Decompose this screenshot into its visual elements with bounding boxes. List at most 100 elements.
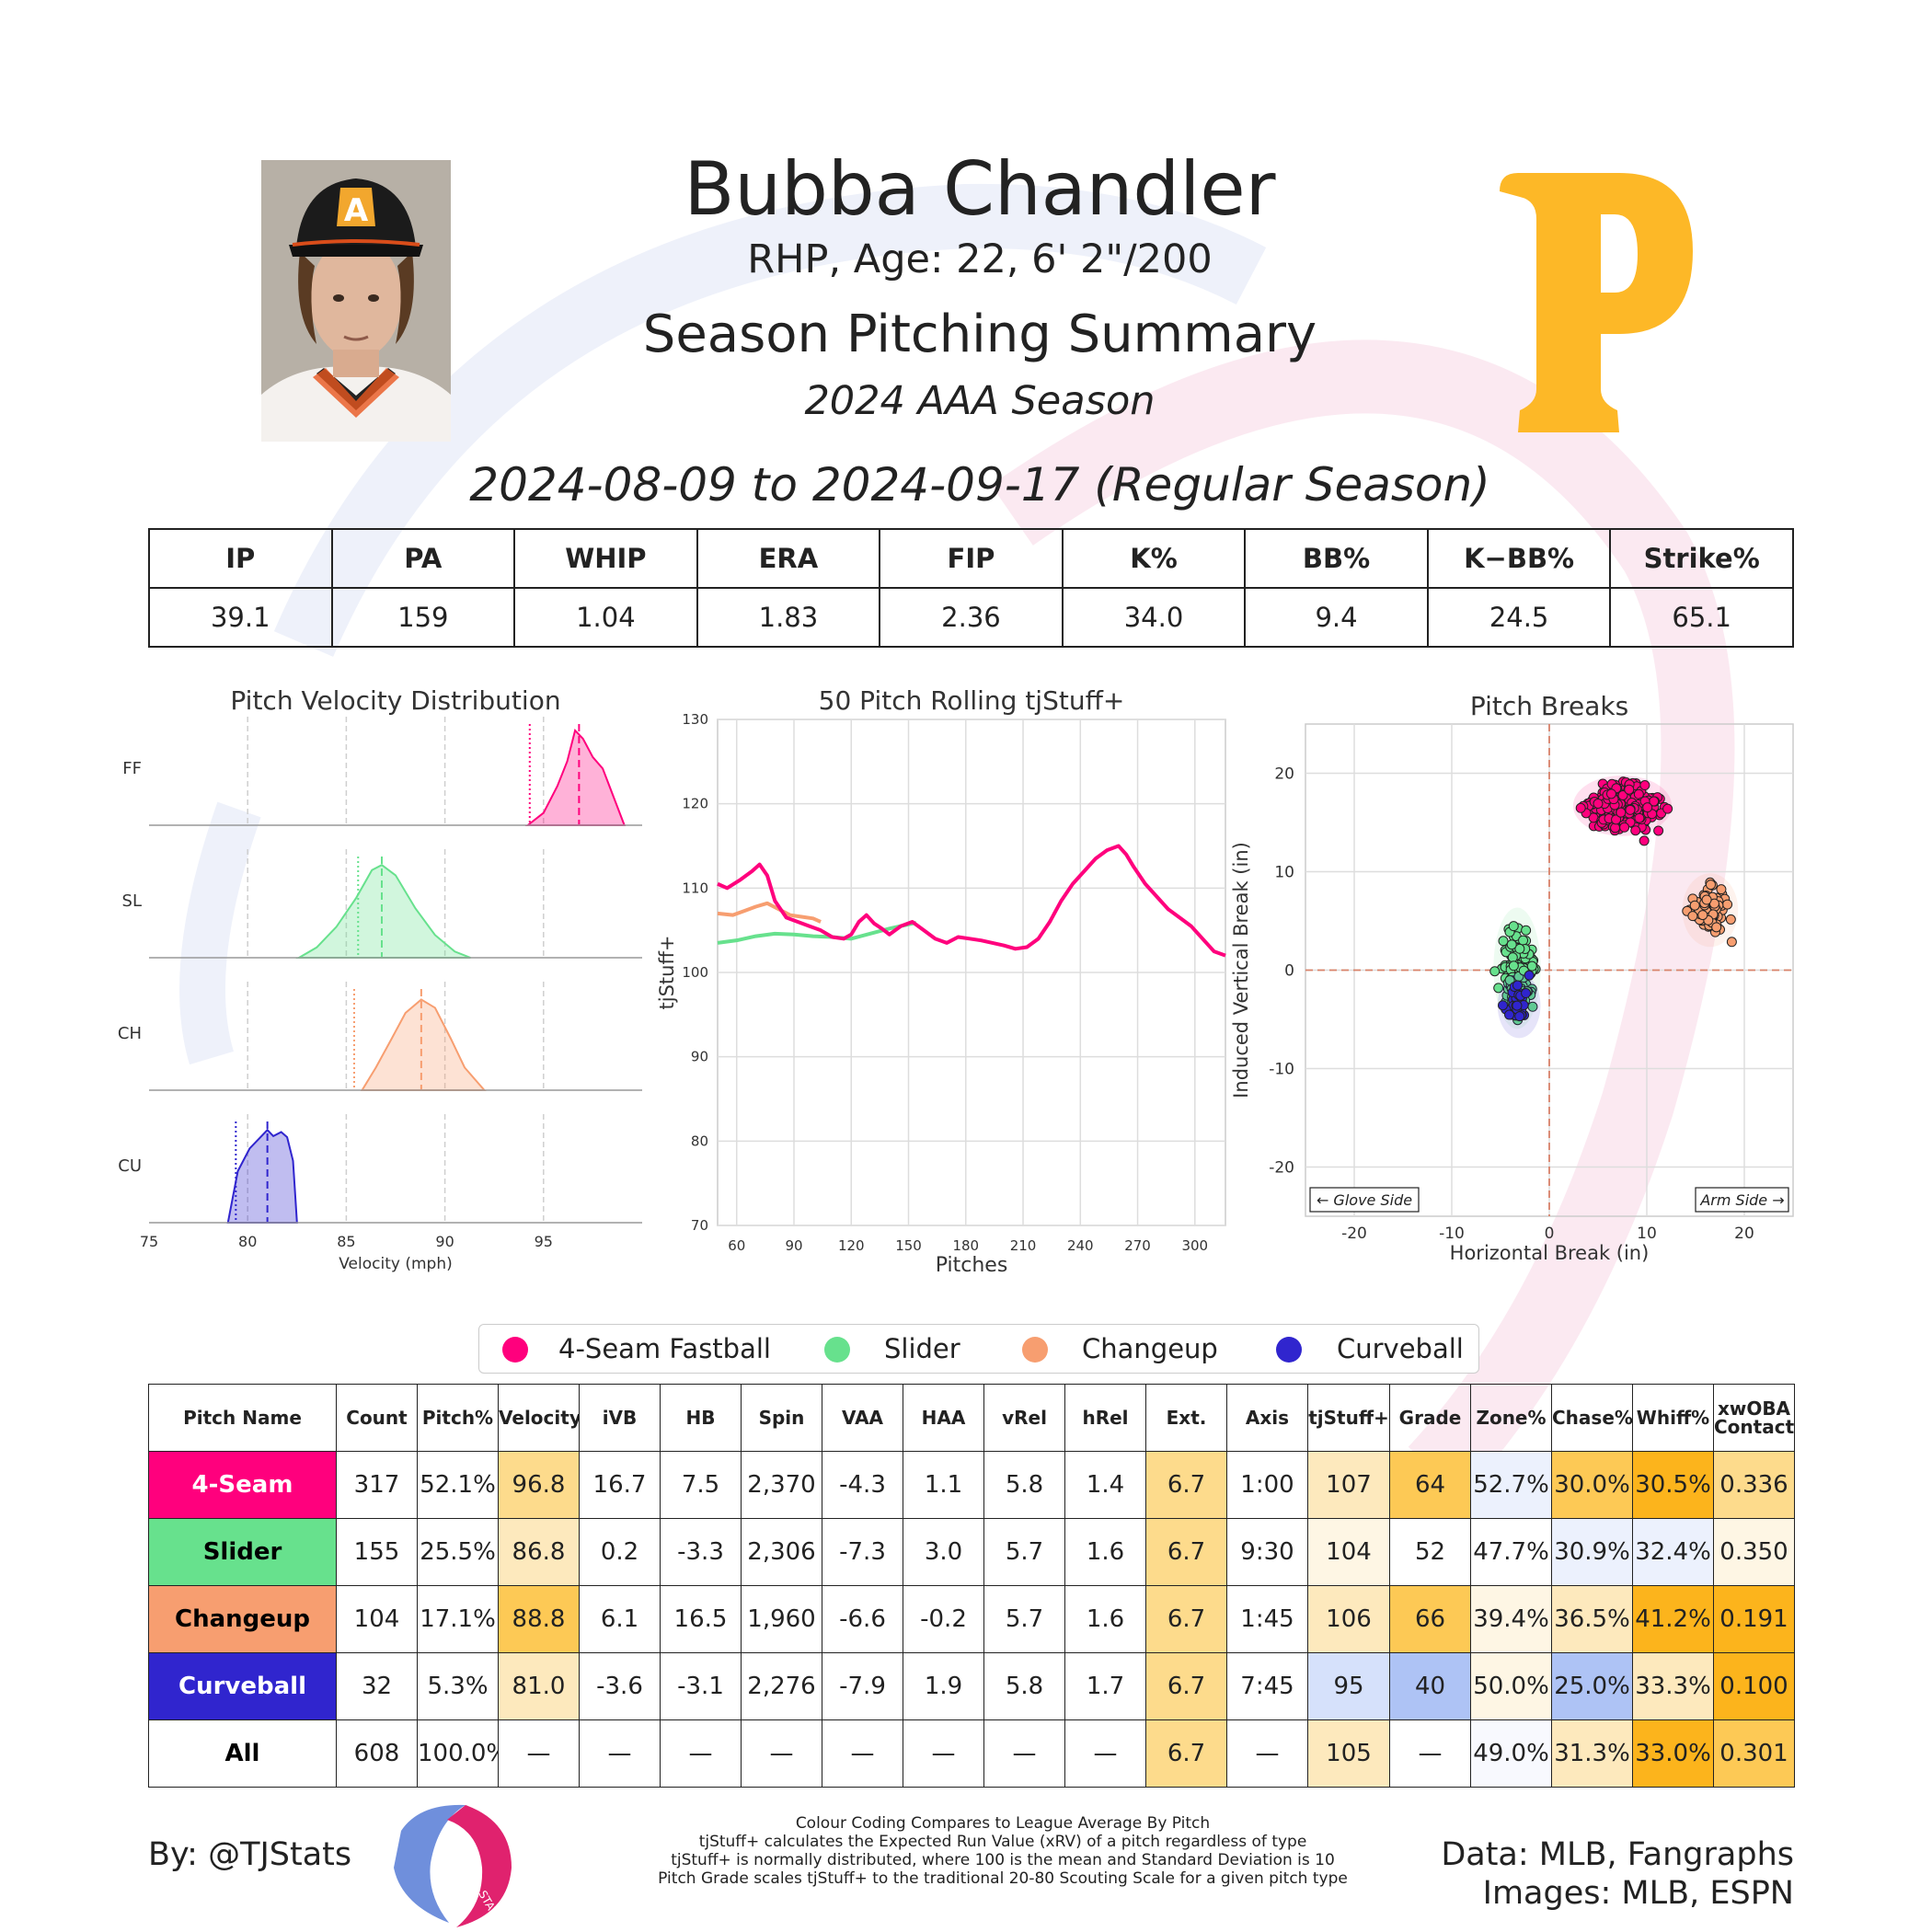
cell-count: 104 xyxy=(336,1585,418,1653)
x-tick-label: 90 xyxy=(435,1233,454,1250)
rolling-line-sl xyxy=(717,920,917,945)
cell-grade: — xyxy=(1389,1719,1471,1788)
cell-pitch-: 25.5% xyxy=(417,1518,499,1586)
y-tick-label: 0 xyxy=(1284,962,1294,981)
density-cu xyxy=(226,1128,298,1224)
cell-axis: 1:45 xyxy=(1226,1585,1308,1653)
pitch-point-sl xyxy=(1489,966,1501,977)
cell-ext-: 6.7 xyxy=(1145,1451,1227,1519)
cell-pitch-: 5.3% xyxy=(417,1652,499,1720)
y-tick-label: 20 xyxy=(1274,765,1294,784)
cell-ext-: 6.7 xyxy=(1145,1585,1227,1653)
cell-spin: 2,306 xyxy=(741,1518,822,1586)
cell-zone-: 39.4% xyxy=(1470,1585,1552,1653)
cell-hrel: 1.6 xyxy=(1064,1518,1146,1586)
summary-header-strike-pct: Strike% xyxy=(1609,528,1794,589)
pitch-point-cu xyxy=(1498,1000,1509,1011)
column-header-haa: HAA xyxy=(903,1384,984,1452)
rolling-line-ff xyxy=(717,844,1226,958)
cell-tjstuff-: 106 xyxy=(1307,1585,1390,1653)
cell-hb: — xyxy=(660,1719,742,1788)
cell-vaa: -7.3 xyxy=(822,1518,903,1586)
cell-ivb: 0.2 xyxy=(579,1518,661,1586)
cell-vrel: 5.7 xyxy=(983,1585,1065,1653)
summary-header-whip: WHIP xyxy=(513,528,698,589)
summary-value-k-pct: 34.0 xyxy=(1061,587,1247,648)
x-tick-label: 95 xyxy=(535,1233,553,1250)
y-axis-label: tjStuff+ xyxy=(656,935,678,1009)
x-tick-label: 210 xyxy=(1010,1237,1037,1254)
density-ch xyxy=(360,998,487,1091)
y-axis-label: Induced Vertical Break (in) xyxy=(1230,842,1252,1098)
season-label: 2024 AAA Season xyxy=(804,378,1156,424)
cell-xwoba-contact: 0.350 xyxy=(1713,1518,1795,1586)
cell-zone-: 49.0% xyxy=(1470,1719,1552,1788)
cell-chase-: 36.5% xyxy=(1551,1585,1633,1653)
pitch-point-sl xyxy=(1508,960,1519,972)
cell-ivb: -3.6 xyxy=(579,1652,661,1720)
series-label-cu: CU xyxy=(118,1156,142,1176)
author-credit: By: @TJStats xyxy=(148,1836,352,1873)
pitch-point-sl xyxy=(1514,943,1525,954)
column-header-spin: Spin xyxy=(741,1384,822,1452)
pitch-point-ch xyxy=(1705,880,1716,891)
methodology-notes: Colour Coding Compares to League Average… xyxy=(598,1814,1408,1888)
cell-whiff-: 33.0% xyxy=(1632,1719,1714,1788)
team-logo xyxy=(1500,173,1693,432)
cell-chase-: 30.0% xyxy=(1551,1451,1633,1519)
density-sl xyxy=(295,864,471,959)
cell-ext-: 6.7 xyxy=(1145,1652,1227,1720)
cell-vrel: — xyxy=(983,1719,1065,1788)
cell-xwoba-contact: 0.336 xyxy=(1713,1451,1795,1519)
y-tick-label: 110 xyxy=(682,880,708,896)
cell-tjstuff-: 95 xyxy=(1307,1652,1390,1720)
pitch-point-ff xyxy=(1593,798,1604,809)
data-credit: Data: MLB, Fangraphs xyxy=(1441,1836,1794,1873)
cell-velocity: 86.8 xyxy=(498,1518,580,1586)
summary-value-ip: 39.1 xyxy=(148,587,333,648)
velocity-distribution-chart: Pitch Velocity Distribution FF SL CH CU 75 80 8… xyxy=(118,685,642,1273)
cell-axis: — xyxy=(1226,1719,1308,1788)
x-tick-label: 90 xyxy=(785,1237,802,1254)
pitch-point-ff xyxy=(1653,825,1664,836)
column-header-chase-: Chase% xyxy=(1551,1384,1633,1452)
cell-spin: — xyxy=(741,1719,822,1788)
column-header-hb: HB xyxy=(660,1384,742,1452)
cell-zone-: 52.7% xyxy=(1470,1451,1552,1519)
cell-count: 32 xyxy=(336,1652,418,1720)
arm-side-label: Arm Side → xyxy=(1699,1191,1784,1209)
table-row: Changeup 104 17.1% 88.8 6.1 16.5 1,960 -6.6 -0.2… xyxy=(148,1585,1795,1653)
report-title: Season Pitching Summary xyxy=(642,305,1317,364)
cell-xwoba-contact: 0.100 xyxy=(1713,1652,1795,1720)
summary-header-fip: FIP xyxy=(879,528,1064,589)
y-tick-label: -20 xyxy=(1269,1159,1294,1178)
pitch-point-ch xyxy=(1725,914,1736,925)
cell-chase-: 25.0% xyxy=(1551,1652,1633,1720)
cell-ivb: 6.1 xyxy=(579,1585,661,1653)
cell-ivb: 16.7 xyxy=(579,1451,661,1519)
cell-spin: 2,370 xyxy=(741,1451,822,1519)
legend-marker-sl xyxy=(824,1337,850,1363)
cell-whiff-: 30.5% xyxy=(1632,1451,1714,1519)
note-line: Pitch Grade scales tjStuff+ to the tradi… xyxy=(658,1869,1348,1888)
pitch-point-ch xyxy=(1726,937,1737,948)
summary-header-ip: IP xyxy=(148,528,333,589)
cell-vrel: 5.7 xyxy=(983,1518,1065,1586)
y-tick-label: 90 xyxy=(691,1049,708,1065)
pitch-point-cu xyxy=(1512,1000,1523,1011)
pitch-point-ch xyxy=(1711,922,1722,933)
note-line: Colour Coding Compares to League Average… xyxy=(795,1814,1211,1833)
x-tick-label: 10 xyxy=(1637,1225,1657,1243)
cell-ext-: 6.7 xyxy=(1145,1719,1227,1788)
x-axis-label: Velocity (mph) xyxy=(339,1255,452,1273)
pitch-name-cell: Slider xyxy=(148,1518,337,1586)
legend-label-ch: Changeup xyxy=(1082,1333,1218,1364)
cell-whiff-: 41.2% xyxy=(1632,1585,1714,1653)
cell-hrel: 1.4 xyxy=(1064,1451,1146,1519)
cell-haa: — xyxy=(903,1719,984,1788)
pitch-point-ch xyxy=(1689,900,1700,911)
cell-pitch-: 52.1% xyxy=(417,1451,499,1519)
column-header-vrel: vRel xyxy=(983,1384,1065,1452)
pitch-point-sl xyxy=(1493,983,1504,994)
cell-count: 317 xyxy=(336,1451,418,1519)
